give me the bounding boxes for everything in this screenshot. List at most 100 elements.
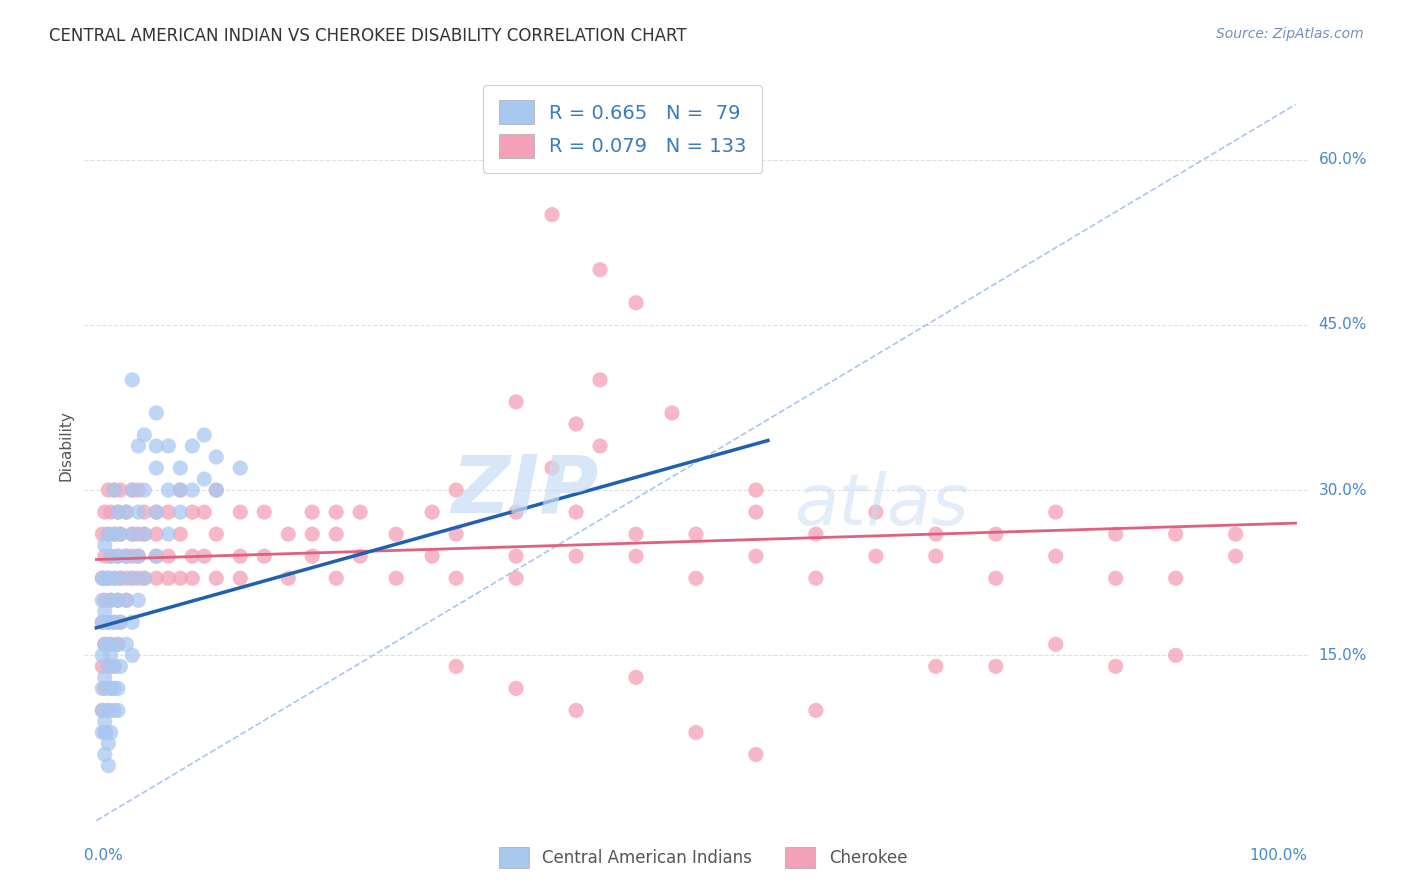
Point: [134, 505, 156, 519]
Point: [229, 571, 252, 585]
Point: [121, 615, 143, 630]
Point: [110, 571, 132, 585]
Point: [301, 527, 323, 541]
Point: [93, 747, 117, 762]
Point: [93, 637, 117, 651]
Point: [624, 670, 647, 684]
Point: [745, 483, 768, 497]
Point: [1045, 505, 1067, 519]
Point: [193, 472, 215, 486]
Point: [127, 549, 149, 564]
Point: [169, 527, 191, 541]
Point: [193, 428, 215, 442]
Point: [420, 505, 443, 519]
Point: [205, 527, 228, 541]
Point: [93, 637, 117, 651]
Point: [121, 373, 143, 387]
Point: [253, 549, 276, 564]
Point: [91, 615, 114, 630]
Point: [1164, 648, 1187, 663]
Point: [97, 758, 120, 772]
Point: [134, 527, 156, 541]
Point: [745, 505, 768, 519]
Point: [97, 527, 120, 541]
Point: [103, 483, 125, 497]
Point: [134, 571, 156, 585]
Legend: Central American Indians, Cherokee: Central American Indians, Cherokee: [486, 836, 920, 880]
Point: [181, 505, 204, 519]
Point: [145, 505, 167, 519]
Point: [103, 703, 125, 717]
Point: [93, 670, 117, 684]
Point: [107, 505, 129, 519]
Point: [565, 549, 588, 564]
Point: [110, 615, 132, 630]
Point: [505, 505, 527, 519]
Point: [127, 571, 149, 585]
Point: [1164, 527, 1187, 541]
Point: [169, 483, 191, 497]
Point: [181, 439, 204, 453]
Point: [97, 615, 120, 630]
Point: [100, 505, 122, 519]
Point: [565, 505, 588, 519]
Point: [115, 593, 138, 607]
Point: [565, 417, 588, 431]
Point: [91, 648, 114, 663]
Point: [93, 725, 117, 739]
Point: [91, 703, 114, 717]
Point: [1225, 549, 1247, 564]
Point: [865, 549, 887, 564]
Point: [193, 549, 215, 564]
Point: [145, 461, 167, 475]
Point: [804, 527, 827, 541]
Point: [157, 505, 180, 519]
Point: [91, 527, 114, 541]
Y-axis label: Disability: Disability: [58, 410, 73, 482]
Point: [745, 747, 768, 762]
Point: [97, 659, 120, 673]
Point: [91, 659, 114, 673]
Point: [145, 571, 167, 585]
Point: [925, 527, 948, 541]
Point: [157, 549, 180, 564]
Point: [385, 527, 408, 541]
Point: [91, 725, 114, 739]
Point: [100, 593, 122, 607]
Point: [97, 703, 120, 717]
Point: [107, 549, 129, 564]
Point: [349, 549, 371, 564]
Point: [100, 593, 122, 607]
Point: [134, 527, 156, 541]
Point: [145, 505, 167, 519]
Point: [100, 681, 122, 696]
Point: [121, 648, 143, 663]
Point: [145, 549, 167, 564]
Point: [97, 659, 120, 673]
Text: 0.0%: 0.0%: [84, 848, 124, 863]
Point: [181, 483, 204, 497]
Point: [93, 593, 117, 607]
Point: [205, 450, 228, 464]
Text: CENTRAL AMERICAN INDIAN VS CHEROKEE DISABILITY CORRELATION CHART: CENTRAL AMERICAN INDIAN VS CHEROKEE DISA…: [49, 27, 688, 45]
Point: [169, 505, 191, 519]
Point: [93, 714, 117, 729]
Text: 60.0%: 60.0%: [1319, 152, 1367, 167]
Point: [103, 681, 125, 696]
Point: [1105, 571, 1128, 585]
Point: [505, 681, 527, 696]
Point: [103, 527, 125, 541]
Point: [127, 527, 149, 541]
Point: [107, 505, 129, 519]
Point: [93, 505, 117, 519]
Point: [107, 549, 129, 564]
Point: [804, 703, 827, 717]
Point: [115, 637, 138, 651]
Point: [103, 659, 125, 673]
Point: [984, 571, 1007, 585]
Point: [91, 571, 114, 585]
Point: [134, 428, 156, 442]
Point: [127, 549, 149, 564]
Point: [277, 527, 299, 541]
Point: [97, 571, 120, 585]
